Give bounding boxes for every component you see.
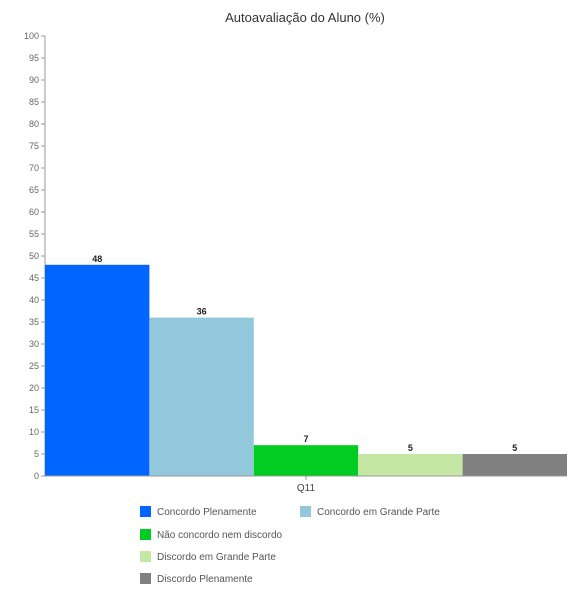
y-tick-label: 35	[29, 317, 39, 327]
legend-label: Concordo Plenamente	[157, 507, 257, 518]
y-tick-label: 85	[29, 97, 39, 107]
legend-label: Discordo em Grande Parte	[157, 552, 276, 563]
y-tick-label: 60	[29, 207, 39, 217]
y-axis: 0 5 10 15 20 25 30 35 40 45 50 55 60 65 70 75 80 85 90 95 10…	[24, 31, 46, 481]
y-tick-label: 5	[34, 449, 39, 459]
bars: 48 36 7 5 5	[45, 254, 567, 476]
y-tick-label: 15	[29, 405, 39, 415]
legend-label: Concordo em Grande Parte	[317, 507, 440, 518]
bar-4	[358, 454, 463, 476]
legend-label: Discordo Plenamente	[157, 574, 253, 585]
legend-swatch	[300, 506, 311, 517]
y-tick-label: 20	[29, 383, 39, 393]
bar-data-label: 5	[408, 443, 413, 453]
x-category-label: Q11	[297, 483, 316, 494]
y-tick-label: 10	[29, 427, 39, 437]
y-tick-label: 80	[29, 119, 39, 129]
y-tick-label: 95	[29, 53, 39, 63]
legend-label: Não concordo nem discordo	[157, 530, 283, 541]
bar-1	[45, 264, 150, 476]
y-tick-label: 50	[29, 251, 39, 261]
bar-5	[462, 454, 567, 476]
bar-data-label: 48	[92, 254, 102, 264]
legend-swatch	[140, 573, 151, 584]
bar-data-label: 36	[197, 307, 207, 317]
y-tick-label: 65	[29, 185, 39, 195]
legend-swatch	[140, 529, 151, 540]
y-tick-label: 0	[34, 471, 39, 481]
bar-data-label: 7	[303, 434, 308, 444]
bar-2	[149, 317, 254, 476]
bar-data-label: 5	[512, 443, 517, 453]
y-tick-label: 90	[29, 75, 39, 85]
legend-swatch	[140, 551, 151, 562]
chart-title: Autoavaliação do Aluno (%)	[225, 10, 385, 25]
legend: Concordo Plenamente Concordo em Grande Pa…	[140, 506, 440, 585]
y-tick-label: 25	[29, 361, 39, 371]
y-tick-label: 55	[29, 229, 39, 239]
bar-3	[253, 445, 359, 476]
x-axis: Q11	[45, 475, 567, 494]
y-tick-label: 100	[24, 31, 39, 41]
y-tick-label: 45	[29, 273, 39, 283]
y-tick-label: 30	[29, 339, 39, 349]
legend-swatch	[140, 506, 151, 517]
y-tick-label: 40	[29, 295, 39, 305]
y-tick-label: 70	[29, 163, 39, 173]
y-tick-label: 75	[29, 141, 39, 151]
